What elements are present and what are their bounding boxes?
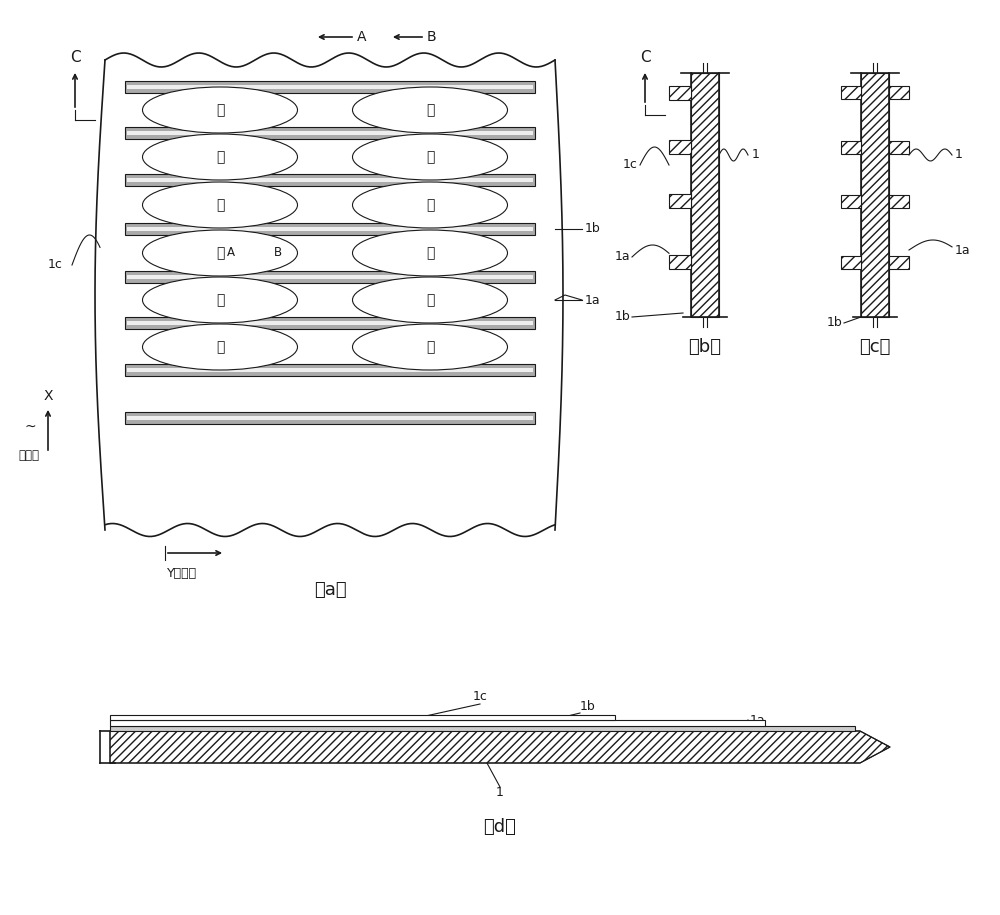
- Text: A: A: [357, 30, 366, 44]
- Ellipse shape: [352, 134, 508, 180]
- Text: ~: ~: [24, 420, 36, 434]
- Text: 1a: 1a: [614, 251, 630, 264]
- Text: （c）: （c）: [859, 338, 891, 356]
- Bar: [125, 413, 535, 424]
- Text: 1c: 1c: [623, 158, 638, 171]
- Bar: [125, 223, 535, 235]
- Text: 1: 1: [955, 148, 963, 162]
- Bar: [110, 715, 615, 720]
- Bar: [127, 178, 533, 182]
- Bar: [125, 364, 535, 376]
- Text: 1b: 1b: [826, 317, 842, 329]
- Text: 1c: 1c: [48, 259, 62, 272]
- Text: （b）: （b）: [688, 338, 722, 356]
- Text: 1: 1: [496, 787, 504, 800]
- Text: 绿: 绿: [216, 293, 224, 307]
- Ellipse shape: [143, 87, 298, 133]
- Bar: [110, 720, 765, 726]
- Bar: [669, 86, 691, 100]
- Text: 蓝: 蓝: [216, 198, 224, 212]
- Bar: [125, 81, 535, 92]
- Ellipse shape: [143, 277, 298, 323]
- Text: 红: 红: [426, 103, 434, 117]
- Bar: [127, 321, 533, 325]
- Text: 红: 红: [216, 103, 224, 117]
- Text: 1a: 1a: [585, 294, 601, 307]
- Bar: [841, 255, 861, 268]
- Bar: [125, 318, 535, 328]
- Text: （a）: （a）: [314, 581, 346, 599]
- Polygon shape: [110, 731, 890, 763]
- Text: C: C: [70, 50, 80, 65]
- Text: B: B: [274, 246, 282, 260]
- Bar: [127, 274, 533, 279]
- Text: 1a: 1a: [750, 714, 766, 727]
- Bar: [127, 131, 533, 135]
- Bar: [125, 174, 535, 186]
- Text: X: X: [43, 389, 53, 403]
- Bar: [127, 85, 533, 90]
- Text: （d）: （d）: [484, 818, 516, 836]
- Text: A: A: [227, 246, 235, 260]
- Bar: [125, 127, 535, 139]
- Bar: [125, 271, 535, 283]
- Text: 蓝: 蓝: [426, 198, 434, 212]
- Text: 1c: 1c: [473, 690, 487, 703]
- Ellipse shape: [143, 230, 298, 276]
- Text: C: C: [640, 50, 650, 65]
- Bar: [861, 73, 889, 317]
- Text: B: B: [427, 30, 437, 44]
- Bar: [669, 194, 691, 208]
- Bar: [127, 415, 533, 420]
- Ellipse shape: [143, 324, 298, 370]
- Text: 1b: 1b: [580, 700, 596, 713]
- Bar: [127, 368, 533, 372]
- Text: 蓝: 蓝: [216, 340, 224, 354]
- Text: 绿: 绿: [426, 293, 434, 307]
- Ellipse shape: [352, 182, 508, 228]
- Bar: [127, 227, 533, 231]
- Text: 1b: 1b: [614, 310, 630, 324]
- Bar: [669, 140, 691, 154]
- Bar: [669, 255, 691, 269]
- Text: 1b: 1b: [585, 222, 601, 235]
- Text: 红: 红: [426, 246, 434, 260]
- Ellipse shape: [352, 230, 508, 276]
- Bar: [841, 141, 861, 154]
- Bar: [110, 726, 855, 731]
- Text: 列方向: 列方向: [18, 448, 39, 461]
- Ellipse shape: [143, 134, 298, 180]
- Bar: [889, 195, 909, 208]
- Bar: [889, 255, 909, 268]
- Ellipse shape: [143, 182, 298, 228]
- Bar: [841, 195, 861, 208]
- Ellipse shape: [352, 87, 508, 133]
- Bar: [841, 87, 861, 100]
- Bar: [691, 73, 719, 317]
- Bar: [889, 87, 909, 100]
- Bar: [889, 141, 909, 154]
- Text: 红: 红: [216, 246, 224, 260]
- Text: 1a: 1a: [955, 243, 971, 256]
- Ellipse shape: [352, 324, 508, 370]
- Text: 绿: 绿: [216, 150, 224, 164]
- Text: 1: 1: [752, 148, 760, 162]
- Ellipse shape: [352, 277, 508, 323]
- Text: 蓝: 蓝: [426, 340, 434, 354]
- Text: 绿: 绿: [426, 150, 434, 164]
- Text: Y行方向: Y行方向: [167, 567, 197, 580]
